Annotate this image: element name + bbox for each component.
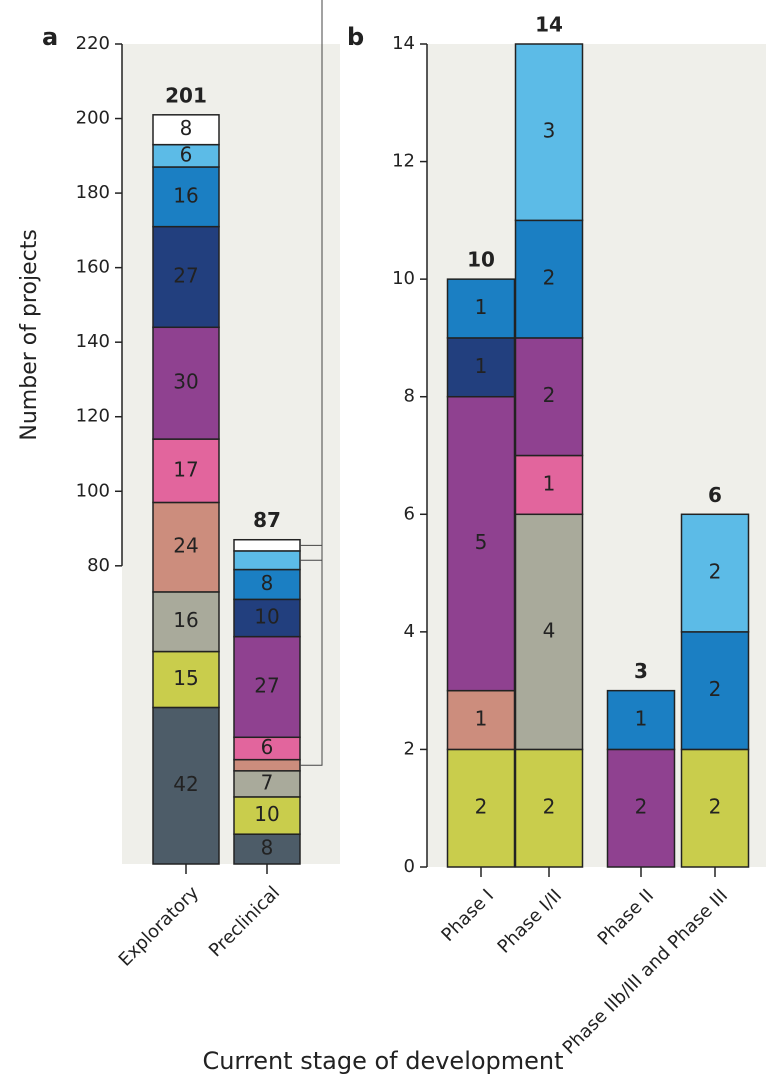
bar-segment — [514, 43, 584, 222]
y-tick-label: 180 — [76, 182, 110, 203]
segment-label: 2 — [709, 560, 722, 584]
bar-segment — [680, 748, 750, 868]
segment-label: 2 — [543, 795, 556, 819]
bar-segment — [152, 114, 220, 146]
bar-total: 201 — [165, 83, 207, 107]
segment-label: 2 — [543, 266, 556, 290]
y-tick-label: 8 — [404, 386, 415, 407]
bar-segment — [233, 635, 301, 739]
segment-label: 2 — [543, 383, 556, 407]
bar-segment — [233, 538, 301, 552]
segment-label: 2 — [475, 795, 488, 819]
bar-total: 10 — [467, 248, 495, 272]
bar-total: 14 — [535, 13, 563, 37]
bar-segment — [233, 770, 301, 798]
bar-segment — [446, 689, 516, 751]
y-tick-label: 4 — [404, 621, 415, 642]
x-axis-label: Current stage of development — [202, 1047, 563, 1075]
segment-label: 8 — [261, 836, 274, 860]
bar-segment — [606, 748, 676, 868]
bar-segment — [514, 513, 584, 751]
bar-segment — [446, 748, 516, 868]
bar-segment — [233, 833, 301, 865]
bar-segment — [514, 337, 584, 457]
segment-label: 16 — [173, 183, 198, 207]
segment-label: 2 — [709, 795, 722, 819]
bar-segment — [680, 513, 750, 633]
segment-label: 2 — [709, 677, 722, 701]
y-tick-label: 0 — [404, 856, 415, 877]
y-tick-label: 10 — [392, 268, 415, 289]
segment-label: 1 — [635, 707, 648, 731]
y-tick-label: 6 — [404, 503, 415, 524]
segment-label: 1 — [475, 354, 488, 378]
segment-label: 7 — [261, 770, 274, 794]
y-tick-label: 2 — [404, 738, 415, 759]
bar-segment — [152, 438, 220, 504]
y-tick-label: 100 — [76, 480, 110, 501]
bar-segment — [606, 689, 676, 751]
bar-segment — [152, 225, 220, 329]
segment-label: 24 — [173, 534, 198, 558]
x-tick-label: Phase I — [437, 885, 498, 946]
segment-label: 1 — [475, 707, 488, 731]
bar-total: 6 — [708, 483, 722, 507]
bar-segment — [152, 706, 220, 865]
x-tick-label: Phase II — [594, 885, 658, 949]
x-tick-label: Exploratory — [115, 882, 204, 971]
segment-label: 6 — [180, 142, 193, 166]
segment-label: 6 — [261, 735, 274, 759]
panel-letter: b — [347, 23, 364, 51]
bar-segment — [233, 550, 301, 571]
segment-label: 5 — [475, 530, 488, 554]
segment-label: 15 — [173, 666, 198, 690]
panel-letter: a — [42, 23, 58, 51]
y-tick-label: 14 — [392, 33, 415, 54]
y-tick-label: 200 — [76, 108, 110, 129]
bar-segment — [152, 326, 220, 440]
bar-segment — [446, 278, 516, 339]
bar-segment — [514, 454, 584, 516]
y-tick-label: 12 — [392, 151, 415, 172]
y-tick-label: 160 — [76, 257, 110, 278]
segment-label: 16 — [173, 608, 198, 632]
y-tick-label: 80 — [87, 555, 110, 576]
bar-segment — [446, 337, 516, 398]
bar-total: 3 — [634, 659, 648, 683]
segment-label: 4 — [543, 618, 556, 642]
segment-label: 3 — [543, 119, 556, 143]
segment-label: 10 — [254, 605, 279, 629]
segment-label: 8 — [261, 571, 274, 595]
bar-segment — [233, 758, 301, 772]
segment-label: 42 — [173, 772, 198, 796]
y-axis-label: Number of projects — [17, 229, 42, 440]
segment-label: 17 — [173, 457, 198, 481]
segment-label: 8 — [180, 116, 193, 140]
segment-label: 30 — [173, 370, 198, 394]
segment-label: 27 — [254, 673, 279, 697]
segment-label: 27 — [173, 263, 198, 287]
segment-label: 1 — [475, 295, 488, 319]
bar-segment — [152, 166, 220, 228]
x-tick-label: Preclinical — [205, 882, 284, 961]
y-tick-label: 140 — [76, 331, 110, 352]
segment-label: 2 — [635, 795, 648, 819]
segment-label: 10 — [254, 802, 279, 826]
segment-label: 1 — [543, 471, 556, 495]
x-tick-label: Phase I/II — [494, 885, 566, 957]
y-tick-label: 120 — [76, 406, 110, 427]
y-tick-label: 220 — [76, 33, 110, 54]
bar-total: 87 — [253, 508, 281, 532]
